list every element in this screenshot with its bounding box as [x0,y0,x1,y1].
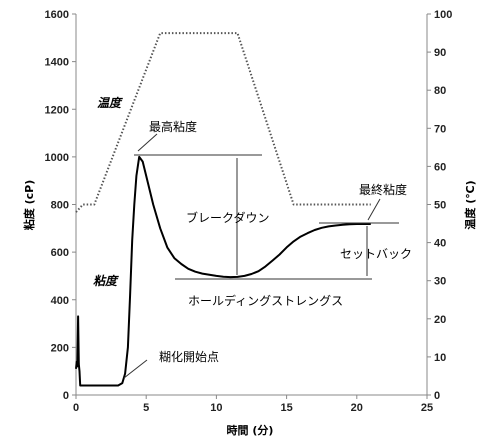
y-left-tick-label: 400 [51,295,69,307]
x-tick-label: 15 [280,402,292,414]
pasting-onset-label: 糊化開始点 [159,349,219,364]
holding-strength-label: ホールディングストレングス [188,293,343,308]
setback-label: セットバック [340,247,412,261]
y-left-tick-label: 1200 [45,104,69,116]
final-viscosity-label: 最終粘度 [359,182,407,197]
y-right-tick-label: 10 [434,352,446,364]
y-right-tick-label: 50 [434,200,446,212]
y-right-tick-label: 80 [434,85,446,97]
y-axis-left-label: 粘度 (cP) [22,180,36,230]
x-tick-label: 10 [210,402,222,414]
y-right-tick-label: 60 [434,161,446,173]
viscosity-series-line [75,155,371,387]
viscosity-series-label: 粘度 [93,274,119,288]
x-tick-label: 5 [143,402,149,414]
y-left-tick-label: 800 [51,200,69,212]
x-tick-label: 20 [351,402,363,414]
y-left-tick-label: 1000 [45,152,69,164]
y-left-tick-label: 1600 [45,9,69,21]
temperature-series-line [75,32,371,213]
y-right-tick-label: 90 [434,47,446,59]
breakdown-label: ブレークダウン [186,210,270,225]
x-tick-label: 25 [421,402,433,414]
y-right-tick-label: 30 [434,276,446,288]
y-left-tick-label: 200 [51,342,69,354]
x-axis-label: 時間 (分) [227,423,274,437]
y-left-tick-label: 600 [51,247,69,259]
y-right-tick-label: 40 [434,238,446,250]
final-leader-line [367,198,381,221]
y-left-tick-label: 1400 [45,57,69,69]
peak-viscosity-label: 最高粘度 [149,119,197,134]
y-left-tick-label: 0 [63,390,69,402]
y-axis-right-ticks: 0 10 20 30 40 50 60 70 80 90 100 [427,9,452,402]
y-right-tick-label: 70 [434,123,446,135]
y-right-tick-label: 100 [434,9,452,21]
x-tick-label: 0 [73,402,79,414]
y-right-tick-label: 20 [434,314,446,326]
onset-leader-line [123,359,148,379]
y-axis-right-label: 温度 (℃) [463,180,477,229]
y-right-tick-label: 0 [434,390,440,402]
temperature-series-label: 温度 [97,96,123,110]
series-group [75,32,371,387]
peak-leader-line [137,133,158,152]
y-axis-left-ticks: 0 200 400 600 800 1000 1200 1400 1600 [45,9,76,402]
x-axis-ticks: 0 5 10 15 20 25 [73,395,433,414]
